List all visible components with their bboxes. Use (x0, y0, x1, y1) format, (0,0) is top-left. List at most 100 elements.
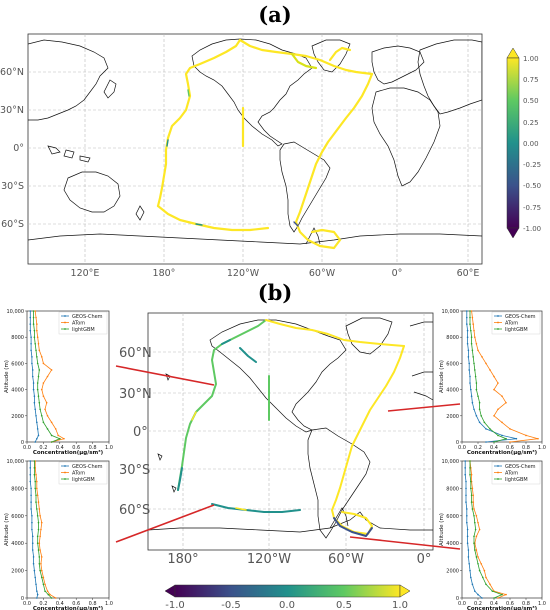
profile-point-geos (469, 569, 471, 572)
panel-b-gridlines (148, 313, 433, 550)
profile-point-atom (485, 362, 487, 365)
profile-ytick-label: 10,000 (442, 459, 460, 465)
profile-ytick-label: 4000 (11, 541, 24, 547)
profile-line-lgbm (33, 311, 61, 443)
profile-ytick-label: 2000 (446, 569, 459, 575)
legend-marker-geos (497, 315, 499, 317)
profile-point-atom (475, 549, 478, 551)
panel-a-lat-labels: 60°N 30°N 0° 30°S 60°S (0, 67, 24, 230)
profile-point-geos (30, 336, 32, 339)
profile-point-geos (465, 501, 467, 503)
profile-point-atom (478, 528, 481, 531)
profile-point-geos (36, 428, 39, 430)
profile-xtick-label: 0.0 (458, 601, 466, 607)
profile-ytick-label: 0 (21, 596, 24, 602)
profile-point-lgbm (473, 515, 475, 517)
profile-point-atom (493, 375, 495, 378)
profile-point-geos (467, 356, 470, 358)
profile-point-lgbm (32, 316, 35, 319)
profile-xtick-label: 1.0 (105, 601, 113, 607)
profile-ytick-label: 2000 (11, 569, 24, 575)
legend-label-lgbm: lightGBM (505, 477, 528, 483)
profile-point-geos (475, 415, 478, 417)
profile-point-lgbm (469, 473, 471, 476)
profile-point-atom (39, 515, 41, 517)
profile-point-atom (45, 401, 48, 404)
panel-b-label: (b) (258, 280, 293, 305)
b-lat-label-0: 0° (133, 425, 148, 440)
profile-point-atom (471, 316, 474, 319)
profile-point-lgbm (501, 593, 503, 596)
cbar-b-tick: 1.0 (392, 600, 408, 610)
legend-label-geos: GEOS-Chem (72, 464, 103, 470)
profile-point-lgbm (480, 415, 483, 417)
profile-point-geos (515, 437, 518, 440)
profile-ytick-label: 6000 (446, 514, 459, 520)
lon-label-60w: 60°W (309, 268, 336, 279)
profile-point-atom (505, 593, 507, 596)
panel-b-colorbar: -1.0 -0.5 0.0 0.5 1.0 (164, 584, 411, 610)
profile-point-geos (468, 369, 471, 371)
profile-ylabel: Altitude (m) (439, 360, 445, 393)
panel-b-map: 60°N 30°N 0° 30°S 60°S 180° 120°W 60°W 0… (119, 312, 434, 567)
profile-point-geos (465, 480, 467, 483)
profile-point-atom (36, 323, 38, 325)
profile-point-geos (29, 480, 32, 483)
profile-point-lgbm (493, 441, 495, 443)
profile-line-geos (466, 311, 517, 443)
profile-point-geos (36, 593, 39, 596)
profile-point-atom (34, 310, 36, 312)
profile-point-atom (493, 388, 495, 391)
profile-point-lgbm (470, 336, 473, 339)
profile-ylabel: Altitude (m) (4, 513, 10, 546)
profile-line-lgbm (469, 311, 508, 443)
profile-point-atom (36, 329, 38, 332)
profile-point-lgbm (32, 310, 35, 312)
profile-point-geos (31, 356, 33, 358)
profile-point-lgbm (477, 395, 479, 397)
profile-ytick-label: 8000 (11, 486, 24, 492)
profile-point-lgbm (37, 528, 40, 531)
profile-point-atom (50, 421, 53, 424)
cbar-a-tick: -1.00 (523, 225, 541, 233)
profile-point-geos (466, 535, 469, 538)
profile-point-lgbm (491, 590, 494, 592)
profile-point-lgbm (477, 562, 479, 565)
profile-line-atom (471, 310, 539, 443)
profile-xtick-label: 0.0 (458, 445, 466, 451)
profile-point-geos (29, 460, 32, 462)
profile-point-lgbm (493, 597, 495, 599)
profile-point-atom (36, 494, 39, 497)
legend-marker-atom (64, 471, 66, 474)
profile-point-geos (30, 494, 32, 497)
lat-label-30n: 30°N (0, 105, 24, 116)
profile-xtick-label: 0.6 (72, 601, 80, 607)
cbar-b-tick: -1.0 (165, 600, 185, 610)
profile-point-atom (38, 349, 41, 352)
profile-point-geos (36, 590, 38, 592)
profile-point-atom (38, 542, 41, 544)
b-lat-label-30s: 30°S (119, 463, 150, 478)
profile-point-lgbm (50, 597, 53, 599)
profile-point-geos (32, 388, 35, 391)
profile-xlabel: Concentration(μg/sm³) (33, 449, 104, 456)
profile-point-lgbm (471, 508, 474, 510)
profile-point-geos (467, 349, 470, 352)
profile-point-lgbm (475, 382, 478, 384)
profile-point-lgbm (33, 473, 36, 476)
profile-point-lgbm (46, 428, 49, 430)
profile-point-atom (470, 473, 473, 476)
profile-point-lgbm (39, 408, 41, 411)
cbar-a-tick: 0.00 (523, 140, 539, 148)
legend-label-atom: ATom (72, 320, 85, 326)
profile-line-geos (29, 461, 39, 599)
legend-marker-lgbm (497, 328, 499, 330)
vertical-profiles: 0 2000 4000 6000 8000 10,000 0.0 0.2 0.4 0.6 0.8 1.… (4, 309, 546, 610)
profile-point-atom (40, 556, 43, 558)
legend-marker-lgbm (64, 328, 66, 330)
profile-point-atom (46, 375, 49, 378)
profile-point-lgbm (478, 569, 481, 572)
profile-point-geos (31, 521, 33, 524)
profile-point-lgbm (473, 362, 475, 365)
profile-point-geos (485, 428, 487, 430)
